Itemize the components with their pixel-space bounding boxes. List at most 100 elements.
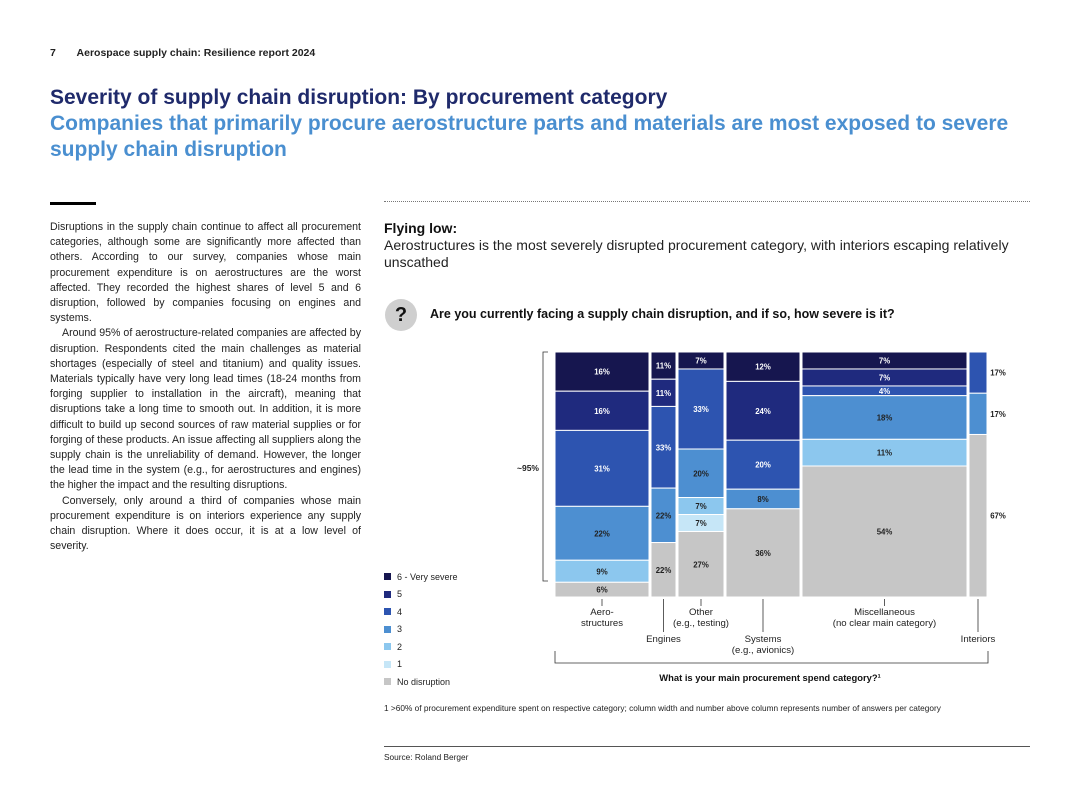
legend-swatch bbox=[384, 678, 391, 686]
chart-segment bbox=[554, 429, 650, 507]
data-label: 16% bbox=[594, 407, 610, 416]
figure-divider bbox=[384, 201, 1030, 202]
category-label: Other bbox=[689, 607, 714, 618]
data-label: 7% bbox=[695, 519, 706, 528]
data-label: 4% bbox=[879, 387, 890, 396]
page-header: 7 Aerospace supply chain: Resilience rep… bbox=[50, 47, 315, 59]
data-label: 22% bbox=[594, 529, 610, 538]
legend-label: No disruption bbox=[397, 676, 451, 687]
chart-segment bbox=[650, 351, 677, 380]
report-title: Aerospace supply chain: Resilience repor… bbox=[76, 47, 316, 59]
category-label: (e.g., avionics) bbox=[732, 645, 794, 656]
data-label: 36% bbox=[755, 549, 771, 558]
chart-segment bbox=[677, 531, 725, 598]
legend-swatch bbox=[384, 643, 391, 651]
data-label: 11% bbox=[656, 389, 671, 398]
page-subtitle: Companies that primarily procure aerostr… bbox=[50, 112, 1009, 161]
data-label: 27% bbox=[693, 560, 709, 569]
legend-label: 5 bbox=[397, 589, 403, 600]
legend-label: 1 bbox=[397, 659, 403, 670]
chart-segment bbox=[725, 508, 801, 598]
legend-swatch bbox=[384, 660, 391, 668]
bracket-label: ~95% bbox=[517, 463, 539, 473]
category-label: Interiors bbox=[961, 634, 996, 645]
data-label: 11% bbox=[877, 449, 892, 458]
data-label: 54% bbox=[877, 528, 893, 537]
chart-segment bbox=[725, 439, 801, 490]
legend-item: 1 bbox=[384, 656, 458, 674]
question-icon: ? bbox=[385, 299, 417, 331]
body-paragraph: Conversely, only around a third of compa… bbox=[50, 494, 361, 553]
legend-swatch bbox=[384, 573, 391, 581]
chart-segment bbox=[968, 351, 988, 394]
bracket bbox=[542, 351, 548, 582]
chart-legend: 6 - Very severe 5 4 3 2 1 No disruption bbox=[384, 568, 458, 691]
chart-segment bbox=[801, 438, 968, 467]
page-title: Severity of supply chain disruption: By … bbox=[50, 86, 668, 109]
legend-label: 2 bbox=[397, 641, 403, 652]
legend-item: 4 bbox=[384, 603, 458, 621]
data-label: 7% bbox=[695, 502, 706, 511]
data-label: 9% bbox=[596, 567, 607, 576]
chart-segment bbox=[968, 392, 988, 435]
page-number: 7 bbox=[50, 47, 56, 59]
legend-label: 3 bbox=[397, 624, 403, 635]
data-label: 17% bbox=[990, 410, 1006, 419]
chart-segment bbox=[650, 378, 677, 407]
data-label: 7% bbox=[695, 356, 706, 365]
data-label: 6% bbox=[596, 586, 607, 595]
data-label: 33% bbox=[656, 443, 672, 452]
legend-swatch bbox=[384, 590, 391, 598]
data-label: 16% bbox=[594, 368, 610, 377]
chart-segment bbox=[554, 505, 650, 561]
figure-subheading: Aerostructures is the most severely disr… bbox=[384, 237, 1009, 270]
data-label: 22% bbox=[656, 566, 672, 575]
data-label: 17% bbox=[990, 369, 1006, 378]
legend-label: 4 bbox=[397, 606, 403, 617]
legend-item: No disruption bbox=[384, 673, 458, 691]
legend-swatch bbox=[384, 625, 391, 633]
data-label: 20% bbox=[755, 461, 771, 470]
legend-item: 2 bbox=[384, 638, 458, 656]
body-paragraph: Around 95% of aerostructure-related comp… bbox=[50, 327, 361, 492]
chart-segment bbox=[677, 368, 725, 450]
data-label: 24% bbox=[755, 407, 771, 416]
data-label: 31% bbox=[594, 464, 610, 473]
chart-segment bbox=[725, 380, 801, 441]
category-label: Systems bbox=[745, 634, 782, 645]
data-label: 11% bbox=[656, 362, 671, 371]
marimekko-chart: 16% 16% 31% 22% 9% 6% 11% 11% 33% 22% 22% 7% 33% 20% 7… bbox=[517, 351, 1006, 683]
body-text: Disruptions in the supply chain continue… bbox=[50, 220, 361, 554]
legend-item: 5 bbox=[384, 586, 458, 604]
chart-segment bbox=[554, 581, 650, 598]
chart-segment bbox=[650, 405, 677, 489]
chart-segment bbox=[801, 465, 968, 598]
section-rule bbox=[50, 202, 96, 205]
data-label: 7% bbox=[879, 356, 890, 365]
x-axis-title: What is your main procurement spend cate… bbox=[659, 672, 880, 683]
chart-segment bbox=[554, 351, 650, 392]
data-label: 20% bbox=[693, 469, 709, 478]
chart-segment bbox=[650, 542, 677, 598]
category-label: structures bbox=[581, 618, 623, 629]
footer-rule bbox=[384, 746, 1030, 747]
chart-segment bbox=[968, 433, 988, 598]
x-axis-bracket bbox=[554, 651, 989, 664]
chart-segment bbox=[725, 351, 801, 382]
category-label: Miscellaneous bbox=[854, 607, 915, 618]
data-label: 7% bbox=[879, 373, 890, 382]
data-label: 33% bbox=[693, 405, 709, 414]
chart-segment bbox=[554, 390, 650, 431]
data-label: 8% bbox=[757, 495, 768, 504]
data-label: 12% bbox=[755, 363, 771, 372]
survey-question: Are you currently facing a supply chain … bbox=[430, 307, 895, 321]
source-note: Source: Roland Berger bbox=[384, 752, 469, 762]
chart-segment bbox=[801, 395, 968, 440]
chart-segment bbox=[650, 487, 677, 544]
legend-item: 6 - Very severe bbox=[384, 568, 458, 586]
chart-segment bbox=[677, 448, 725, 499]
category-label: Engines bbox=[646, 634, 681, 645]
data-label: 18% bbox=[877, 413, 893, 422]
figure-heading: Flying low: bbox=[384, 220, 458, 236]
category-label: Aero- bbox=[590, 607, 613, 618]
